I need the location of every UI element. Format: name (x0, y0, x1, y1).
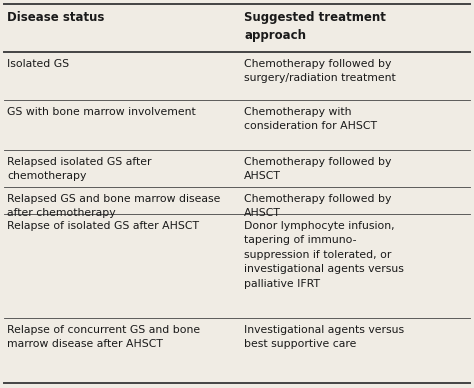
Text: Relapse of concurrent GS and bone
marrow disease after AHSCT: Relapse of concurrent GS and bone marrow… (7, 325, 200, 349)
Text: Chemotherapy followed by
AHSCT: Chemotherapy followed by AHSCT (244, 194, 392, 218)
Text: Chemotherapy followed by
surgery/radiation treatment: Chemotherapy followed by surgery/radiati… (244, 59, 396, 83)
Text: Relapsed isolated GS after
chemotherapy: Relapsed isolated GS after chemotherapy (7, 157, 152, 181)
Text: Donor lymphocyte infusion,
tapering of immuno-
suppression if tolerated, or
inve: Donor lymphocyte infusion, tapering of i… (244, 221, 404, 289)
Text: GS with bone marrow involvement: GS with bone marrow involvement (7, 107, 196, 117)
Text: Investigational agents versus
best supportive care: Investigational agents versus best suppo… (244, 325, 404, 349)
Text: Relapse of isolated GS after AHSCT: Relapse of isolated GS after AHSCT (7, 221, 199, 231)
Text: Chemotherapy followed by
AHSCT: Chemotherapy followed by AHSCT (244, 157, 392, 181)
Text: Suggested treatment
approach: Suggested treatment approach (244, 11, 386, 42)
Text: Relapsed GS and bone marrow disease
after chemotherapy: Relapsed GS and bone marrow disease afte… (7, 194, 220, 218)
Text: Chemotherapy with
consideration for AHSCT: Chemotherapy with consideration for AHSC… (244, 107, 377, 132)
Text: Isolated GS: Isolated GS (7, 59, 69, 69)
Text: Disease status: Disease status (7, 11, 104, 24)
